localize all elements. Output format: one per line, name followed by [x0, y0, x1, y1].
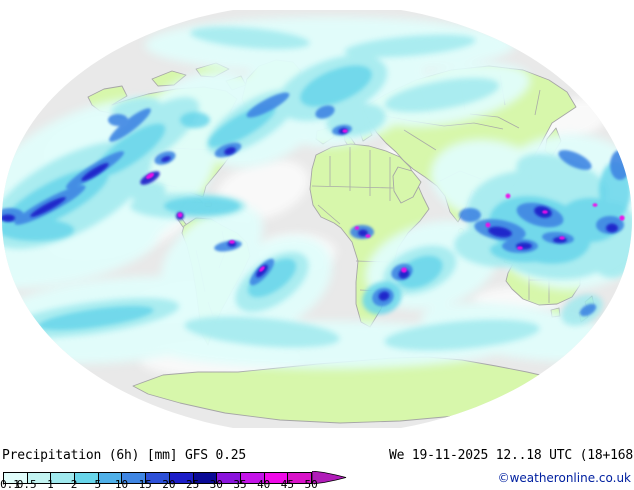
legend-color-box — [239, 473, 264, 483]
precip-intense-layer — [2, 127, 618, 301]
legend-color-box — [26, 473, 51, 483]
legend-color-box — [97, 473, 122, 483]
legend-color-box — [4, 473, 27, 483]
legend-title: Precipitation (6h) [mm] GFS 0.25 — [2, 448, 247, 463]
legend-color-box — [74, 473, 98, 483]
legend-overflow-arrow — [312, 471, 347, 484]
legend-tick: 2 — [70, 478, 78, 490]
world-map — [2, 10, 632, 428]
legend-tick: 40 — [257, 478, 271, 490]
legend-color-box — [216, 473, 240, 483]
legend-tick: 20 — [162, 478, 176, 490]
legend-tick: 15 — [138, 478, 152, 490]
legend-color-box — [287, 473, 311, 483]
legend-color-box — [168, 473, 193, 483]
legend-tick: 1 — [47, 478, 54, 490]
legend-color-box — [50, 473, 75, 483]
legend-tick: 0.5 — [16, 478, 37, 490]
legend-tick: 30 — [209, 478, 223, 490]
precip-medium-layer — [2, 65, 631, 331]
legend-tick: 45 — [280, 478, 295, 490]
legend-color-scale — [3, 472, 312, 484]
world-map-svg — [2, 10, 632, 428]
precip-extreme-layer — [145, 129, 625, 273]
legend-color-box — [121, 473, 146, 483]
copyright-link[interactable]: ©weatheronline.co.uk — [497, 471, 631, 485]
legend-color-box — [192, 473, 217, 483]
legend-arrow-shape — [312, 471, 347, 484]
legend-tick: 0.1 — [0, 478, 20, 490]
legend-tick: 10 — [114, 478, 129, 490]
legend-tick: 5 — [94, 478, 102, 490]
legend-tick: 25 — [185, 478, 200, 490]
forecast-datetime: We 19-11-2025 12..18 UTC (18+168 — [388, 448, 633, 463]
legend-tick: 50 — [304, 478, 318, 490]
legend-tick: 35 — [233, 478, 247, 490]
legend-color-box — [263, 473, 288, 483]
legend-color-box — [145, 473, 169, 483]
